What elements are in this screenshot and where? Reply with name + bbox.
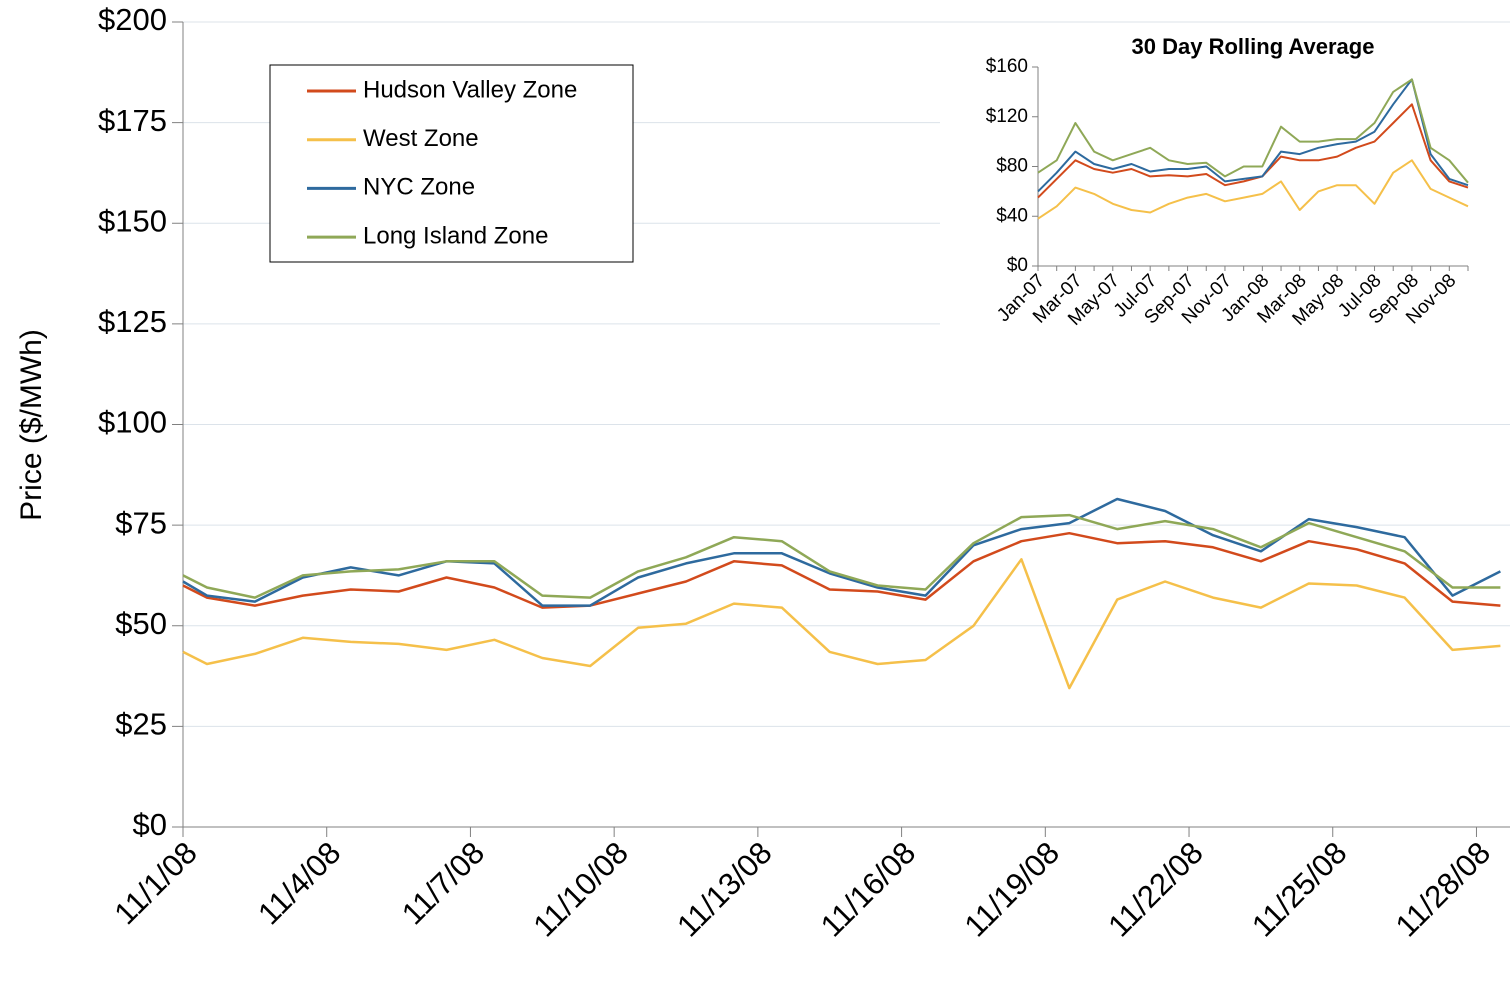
inset-title: 30 Day Rolling Average	[1132, 34, 1375, 59]
x-tick-label: 11/7/08	[395, 835, 491, 931]
y-tick-label: $200	[98, 2, 167, 37]
y-tick-label: $120	[986, 106, 1028, 127]
y-tick-label: $40	[996, 205, 1028, 226]
x-tick-label: 11/13/08	[670, 835, 778, 943]
legend-label: Hudson Valley Zone	[363, 76, 577, 103]
x-tick-label: 11/28/08	[1389, 835, 1497, 943]
y-tick-label: $125	[98, 304, 167, 339]
y-tick-label: $0	[133, 807, 167, 842]
x-tick-label: 11/19/08	[958, 835, 1066, 943]
y-tick-label: $150	[98, 203, 167, 238]
series-line	[1037, 159, 1469, 220]
legend-label: Long Island Zone	[363, 222, 548, 249]
series-line	[1037, 103, 1469, 199]
y-tick-label: $0	[1007, 255, 1028, 276]
x-tick-label: 11/25/08	[1245, 835, 1353, 943]
series-line	[182, 513, 1501, 599]
y-axis-label: Price ($/MWh)	[15, 329, 48, 521]
y-tick-label: $175	[98, 103, 167, 138]
x-tick-label: 11/16/08	[814, 835, 922, 943]
series-line	[182, 531, 1501, 609]
y-tick-label: $75	[115, 505, 167, 540]
legend-label: NYC Zone	[363, 174, 475, 201]
y-tick-label: $160	[986, 56, 1028, 77]
x-tick-label: 11/4/08	[251, 835, 347, 931]
y-tick-label: $25	[115, 707, 167, 742]
y-tick-label: $80	[996, 156, 1028, 177]
x-tick-label: 11/1/08	[107, 835, 203, 931]
y-tick-label: $100	[98, 405, 167, 440]
x-tick-label: 11/10/08	[526, 835, 634, 943]
series-line	[182, 558, 1501, 690]
legend-label: West Zone	[363, 125, 479, 152]
y-tick-label: $50	[115, 606, 167, 641]
x-tick-label: 11/22/08	[1101, 835, 1209, 943]
series-line	[1037, 78, 1469, 184]
legend-box	[269, 64, 634, 263]
series-line	[1037, 78, 1469, 193]
